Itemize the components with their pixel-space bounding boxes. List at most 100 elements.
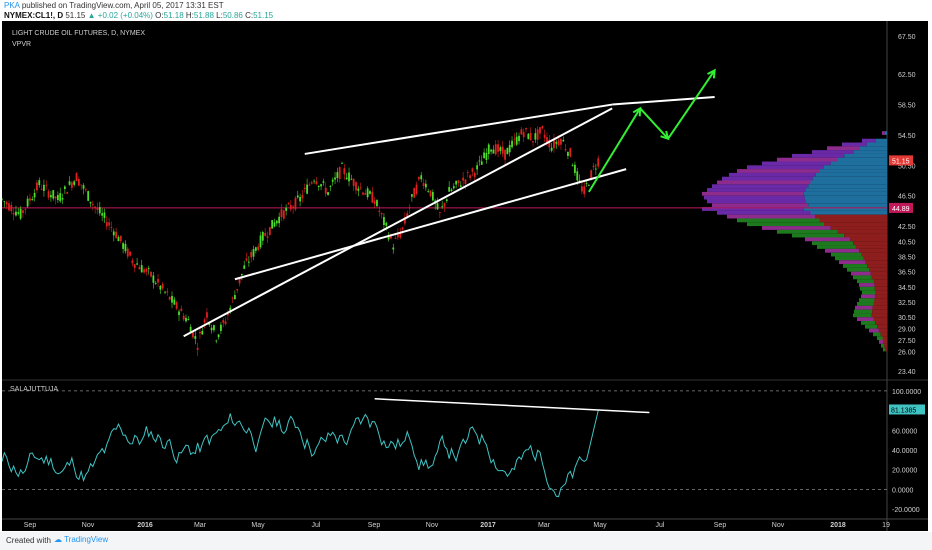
candle-body (441, 206, 444, 208)
vpvr-label[interactable]: VPVR (12, 41, 32, 48)
time-tick-label: May (593, 522, 607, 529)
candle-body (543, 134, 546, 138)
vpvr-bar-down (815, 214, 887, 219)
candle-body (33, 192, 36, 198)
candle-body (1, 198, 3, 200)
candle-body (313, 180, 315, 182)
candle-body (15, 211, 17, 216)
candle-body (534, 133, 537, 140)
chart-title: LIGHT CRUDE OIL FUTURES, D, NYMEX (12, 30, 146, 37)
vpvr-bar-down (806, 188, 887, 192)
tradingview-logo[interactable]: ☁ TradingView (54, 535, 109, 544)
candle-body (168, 296, 171, 300)
candle-body (227, 312, 229, 316)
vpvr-bar-up (702, 191, 804, 196)
candle-body (380, 212, 383, 215)
candle-body (450, 189, 453, 192)
candle-body (585, 182, 588, 184)
candle-body (264, 233, 267, 236)
vpvr-bar-up (861, 321, 876, 325)
candle-body (457, 180, 460, 184)
vpvr-bar-down (808, 203, 887, 208)
candle-body (238, 278, 241, 284)
candle-body (322, 181, 325, 183)
current-price-text: 51.15 (892, 158, 910, 165)
candle-body (485, 152, 488, 160)
candle-body (590, 170, 593, 180)
candle-body (84, 189, 87, 191)
price-tick-label: 26.00 (898, 349, 916, 356)
candle-body (19, 208, 22, 219)
chart-panel[interactable]: 67.50 62.50 58.50 54.50 50.50 46.50 42.50 40.50… (1, 21, 928, 531)
candle-body (108, 222, 111, 226)
candle-body (483, 152, 485, 159)
vpvr-bar-up (762, 161, 831, 166)
time-tick-label: Nov (772, 522, 785, 529)
candle-body (257, 246, 260, 251)
candle-body (459, 185, 462, 187)
candle-body (429, 190, 432, 197)
oscillator-tick-label: 40.0000 (892, 448, 917, 455)
candle-body (583, 186, 586, 194)
candle-body (520, 129, 523, 135)
candle-body (518, 135, 520, 142)
candle-body (101, 213, 104, 216)
candle-body (348, 172, 350, 182)
vpvr-bar-up (737, 169, 820, 173)
candle-body (50, 195, 52, 198)
vpvr-bar-down (859, 248, 887, 253)
candle-body (569, 148, 572, 157)
candle-body (68, 181, 71, 185)
candle-body (206, 312, 208, 318)
candle-body (36, 182, 38, 191)
candle-body (285, 207, 288, 211)
candle-body (364, 193, 367, 195)
vpvr-bar-up (859, 298, 875, 303)
vpvr-bar-down (815, 172, 887, 177)
candle-body (152, 275, 155, 283)
candle-body (527, 133, 530, 140)
time-tick-label: Nov (426, 522, 439, 529)
candle-body (324, 187, 327, 194)
candle-body (359, 187, 362, 189)
candle-body (150, 271, 152, 277)
oscillator-tick-label: -20.0000 (892, 507, 920, 514)
symbol-label[interactable]: NYMEX:CL1!, D (4, 11, 64, 20)
candle-body (138, 267, 141, 270)
candle-body (63, 186, 66, 190)
candle-body (29, 198, 31, 201)
vpvr-bar-down (875, 294, 887, 299)
vpvr-bar-up (831, 252, 862, 257)
time-tick-label: Sep (368, 522, 381, 529)
candle-body (289, 204, 292, 210)
vpvr-bar-up (729, 172, 816, 177)
vpvr-bar-up (792, 233, 845, 238)
vpvr-bar-down (806, 199, 887, 204)
candle-body (413, 188, 416, 198)
candle-body (513, 138, 516, 140)
candle-body (129, 251, 131, 256)
current-price-badge: 51.15 (889, 155, 913, 166)
vpvr-bar-down (871, 275, 887, 280)
vpvr-bar-up (857, 279, 874, 284)
price-tick-label: 36.50 (898, 270, 916, 277)
candle-body (548, 139, 551, 148)
vpvr-bar-down (872, 305, 887, 310)
vpvr-bar-down (861, 252, 887, 257)
trendline (304, 103, 613, 155)
candle-body (525, 128, 527, 130)
vpvr-bar-down (885, 347, 887, 352)
vpvr-bar-up (712, 203, 809, 208)
candle-body (87, 191, 90, 201)
candle-body (564, 149, 567, 151)
candle-body (310, 182, 313, 184)
candle-body (59, 193, 62, 202)
candle-body (275, 220, 278, 224)
candle-body (273, 222, 276, 227)
chart-canvas[interactable]: 67.50 62.50 58.50 54.50 50.50 46.50 42.50 40.50… (1, 21, 928, 531)
vpvr-bar-up (835, 256, 864, 261)
candle-body (587, 185, 590, 187)
candle-body (254, 247, 257, 251)
candle-body (406, 213, 409, 218)
publisher-name[interactable]: PKA (4, 1, 20, 10)
